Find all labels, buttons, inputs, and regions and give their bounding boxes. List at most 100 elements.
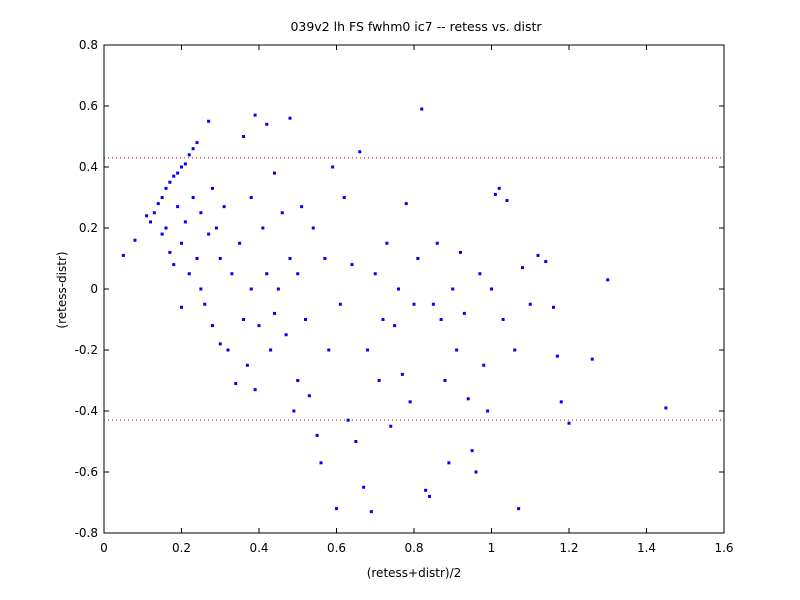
- data-point: [389, 424, 393, 428]
- data-point: [590, 357, 594, 361]
- chart-title: 039v2 lh FS fwhm0 ic7 -- retess vs. dist…: [290, 19, 542, 34]
- data-point: [180, 241, 183, 245]
- data-point: [249, 196, 253, 199]
- x-tick-label: 1.4: [637, 541, 656, 555]
- data-point: [397, 287, 400, 291]
- data-point: [304, 318, 307, 321]
- data-point: [664, 406, 668, 410]
- data-point: [350, 263, 354, 267]
- data-point: [501, 318, 505, 321]
- x-tick-label: 0.8: [404, 541, 423, 555]
- data-point: [199, 211, 203, 215]
- y-tick-label: -0.6: [75, 465, 98, 479]
- data-point: [265, 122, 269, 126]
- data-point: [412, 302, 416, 306]
- data-point: [133, 238, 137, 242]
- data-point: [156, 202, 160, 206]
- data-points: [121, 107, 668, 514]
- data-point: [482, 363, 486, 367]
- data-point: [606, 278, 610, 282]
- data-point: [358, 150, 362, 154]
- data-point: [366, 348, 369, 352]
- data-point: [180, 305, 183, 309]
- data-point: [311, 226, 315, 230]
- data-point: [528, 302, 532, 306]
- data-point: [176, 205, 180, 209]
- data-point: [211, 324, 214, 328]
- data-point: [466, 397, 470, 401]
- data-point: [362, 485, 366, 489]
- data-point: [455, 348, 459, 352]
- x-tick-label: 1: [488, 541, 496, 555]
- data-point: [218, 257, 222, 260]
- data-point: [315, 433, 319, 437]
- data-point: [183, 220, 187, 224]
- data-point: [424, 488, 428, 492]
- data-point: [242, 318, 245, 321]
- data-point: [451, 287, 455, 291]
- data-point: [497, 186, 501, 190]
- data-point: [385, 241, 389, 245]
- data-point: [327, 348, 331, 352]
- data-point: [338, 302, 342, 306]
- data-point: [513, 348, 517, 352]
- y-tick-label: 0.6: [79, 99, 98, 113]
- data-point: [276, 287, 280, 291]
- x-tick-label: 0.2: [172, 541, 191, 555]
- data-point: [121, 253, 125, 257]
- data-point: [273, 311, 276, 315]
- data-point: [435, 241, 439, 245]
- data-point: [164, 186, 168, 190]
- data-point: [207, 119, 211, 123]
- data-point: [172, 174, 176, 178]
- data-point: [521, 266, 524, 270]
- data-point: [187, 272, 191, 276]
- data-point: [211, 186, 214, 190]
- y-axis-label: (retess-distr): [55, 251, 69, 328]
- data-point: [245, 363, 249, 367]
- data-point: [300, 205, 304, 209]
- data-point: [288, 257, 292, 260]
- x-tick-label: 1.2: [559, 541, 578, 555]
- data-point: [195, 257, 199, 260]
- data-point: [195, 141, 199, 145]
- data-point: [323, 257, 327, 260]
- data-point: [420, 107, 424, 111]
- data-point: [307, 394, 311, 398]
- data-point: [377, 379, 381, 382]
- x-tick-label: 1.6: [714, 541, 733, 555]
- data-point: [273, 171, 276, 175]
- data-point: [404, 202, 408, 206]
- data-point: [180, 165, 183, 169]
- data-point: [462, 311, 466, 315]
- data-point: [393, 324, 397, 328]
- data-point: [428, 494, 431, 498]
- data-point: [226, 348, 230, 352]
- data-point: [253, 388, 257, 392]
- data-point: [261, 226, 265, 230]
- data-point: [199, 287, 203, 291]
- y-tick-label: -0.4: [75, 404, 98, 418]
- data-point: [416, 257, 420, 260]
- reference-lines: [104, 157, 724, 421]
- data-point: [474, 470, 478, 474]
- data-point: [470, 449, 474, 453]
- y-tick-label: 0: [90, 282, 98, 296]
- data-point: [230, 272, 234, 276]
- data-point: [249, 287, 253, 291]
- data-point: [559, 400, 563, 404]
- data-point: [331, 165, 335, 169]
- data-point: [493, 192, 497, 196]
- data-point: [172, 263, 176, 267]
- data-point: [431, 302, 435, 306]
- data-point: [544, 260, 548, 264]
- y-tick-label: 0.8: [79, 38, 98, 52]
- data-point: [486, 409, 490, 413]
- data-point: [222, 205, 226, 209]
- data-point: [536, 253, 540, 257]
- data-point: [443, 379, 447, 382]
- data-point: [447, 461, 451, 465]
- data-point: [214, 226, 218, 230]
- data-point: [478, 272, 482, 276]
- data-point: [284, 333, 288, 337]
